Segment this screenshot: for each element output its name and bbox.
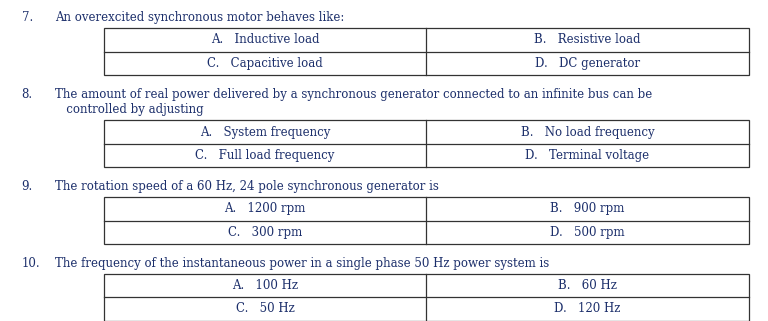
Text: D.   500 rpm: D. 500 rpm (550, 226, 625, 239)
Text: C.   300 rpm: C. 300 rpm (228, 226, 302, 239)
Text: 9.: 9. (22, 180, 33, 193)
Text: C.   Full load frequency: C. Full load frequency (195, 149, 335, 162)
Text: 10.: 10. (22, 257, 40, 270)
Text: 7.: 7. (22, 11, 33, 24)
Text: 8.: 8. (22, 88, 32, 101)
Text: The rotation speed of a 60 Hz, 24 pole synchronous generator is: The rotation speed of a 60 Hz, 24 pole s… (55, 180, 439, 193)
Text: A.   System frequency: A. System frequency (200, 126, 330, 139)
Text: The amount of real power delivered by a synchronous generator connected to an in: The amount of real power delivered by a … (55, 88, 653, 116)
Text: D.   Terminal voltage: D. Terminal voltage (525, 149, 650, 162)
Text: B.   Resistive load: B. Resistive load (535, 33, 641, 47)
Text: D.   DC generator: D. DC generator (535, 57, 640, 70)
Bar (104, 28, 749, 75)
Text: A.   Inductive load: A. Inductive load (210, 33, 319, 47)
Bar (104, 274, 749, 321)
Text: B.   60 Hz: B. 60 Hz (558, 279, 617, 292)
Text: An overexcited synchronous motor behaves like:: An overexcited synchronous motor behaves… (55, 11, 345, 24)
Text: The frequency of the instantaneous power in a single phase 50 Hz power system is: The frequency of the instantaneous power… (55, 257, 550, 270)
Text: A.   1200 rpm: A. 1200 rpm (224, 202, 306, 215)
Bar (104, 197, 749, 244)
Text: A.   100 Hz: A. 100 Hz (232, 279, 298, 292)
Bar (104, 120, 749, 167)
Text: B.   900 rpm: B. 900 rpm (551, 202, 624, 215)
Text: C.   Capacitive load: C. Capacitive load (207, 57, 323, 70)
Text: C.   50 Hz: C. 50 Hz (236, 302, 294, 316)
Text: B.   No load frequency: B. No load frequency (521, 126, 654, 139)
Text: D.   120 Hz: D. 120 Hz (554, 302, 621, 316)
